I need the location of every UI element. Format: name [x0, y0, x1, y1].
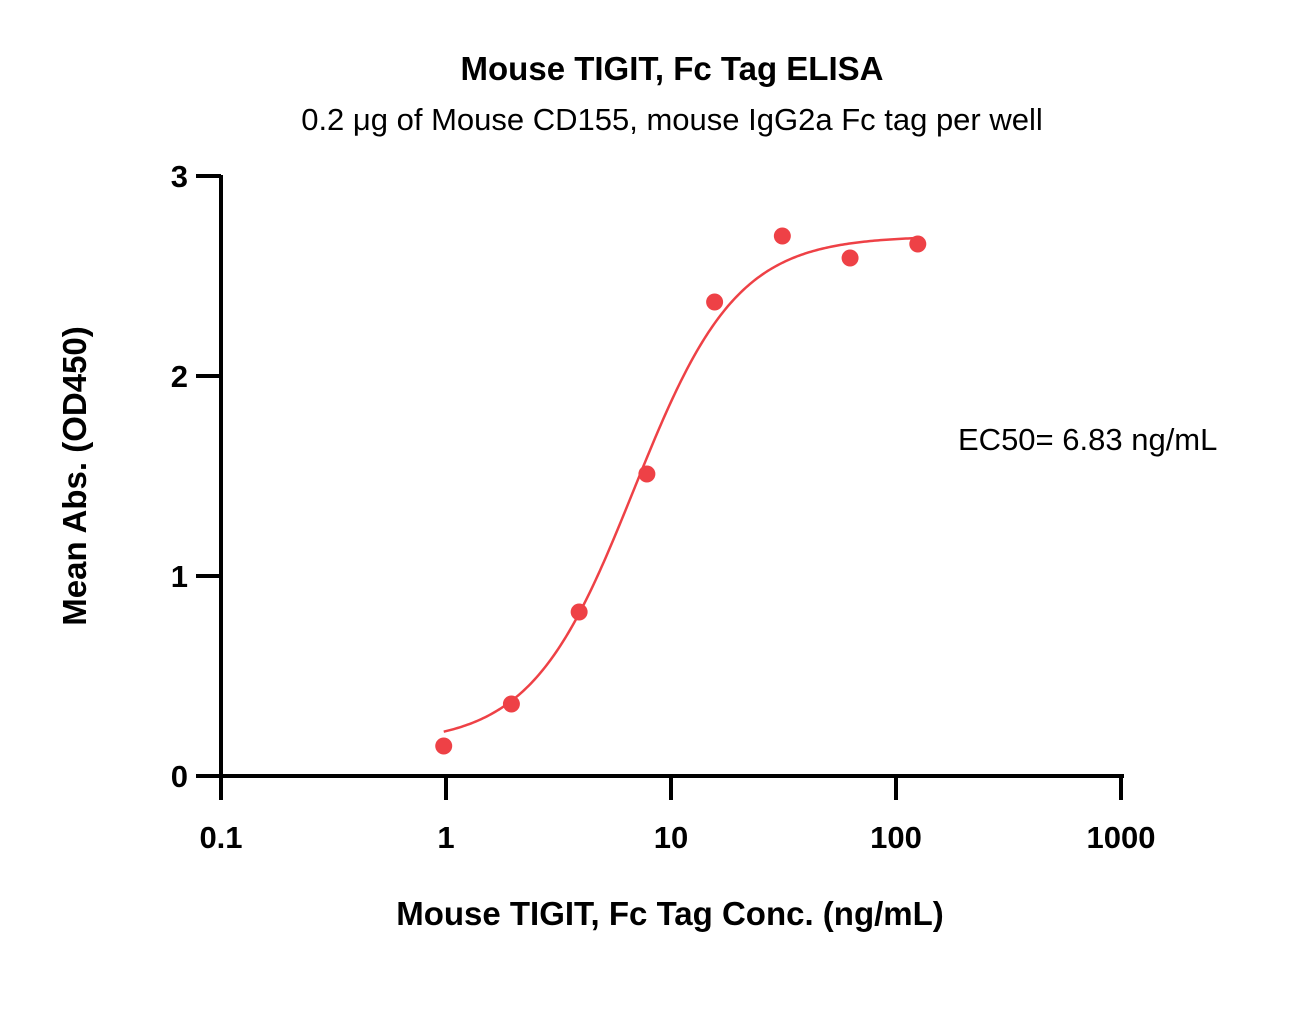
data-point	[706, 293, 724, 311]
ec50-annotation: EC50= 6.83 ng/mL	[958, 422, 1217, 457]
x-tick-label: 10	[654, 820, 688, 855]
data-point	[570, 603, 588, 621]
data-point	[638, 465, 656, 483]
data-point	[841, 249, 859, 267]
x-axis-title: Mouse TIGIT, Fc Tag Conc. (ng/mL)	[396, 895, 944, 932]
x-tick-label: 1000	[1087, 820, 1156, 855]
data-point	[773, 227, 791, 245]
x-tick-label: 0.1	[199, 820, 242, 855]
x-tick-label: 1	[437, 820, 454, 855]
x-tick-label: 100	[870, 820, 922, 855]
y-tick-label: 3	[171, 159, 188, 194]
fit-curve	[443, 236, 918, 733]
y-tick-label: 0	[171, 759, 188, 794]
y-axis-title: Mean Abs. (OD450)	[56, 326, 93, 626]
chart-title: Mouse TIGIT, Fc Tag ELISA	[461, 50, 884, 87]
data-point	[435, 737, 453, 755]
y-tick-label: 2	[171, 359, 188, 394]
chart-subtitle: 0.2 μg of Mouse CD155, mouse IgG2a Fc ta…	[301, 102, 1043, 137]
data-point	[909, 235, 927, 253]
y-tick-label: 1	[171, 559, 188, 594]
data-point	[502, 695, 520, 713]
